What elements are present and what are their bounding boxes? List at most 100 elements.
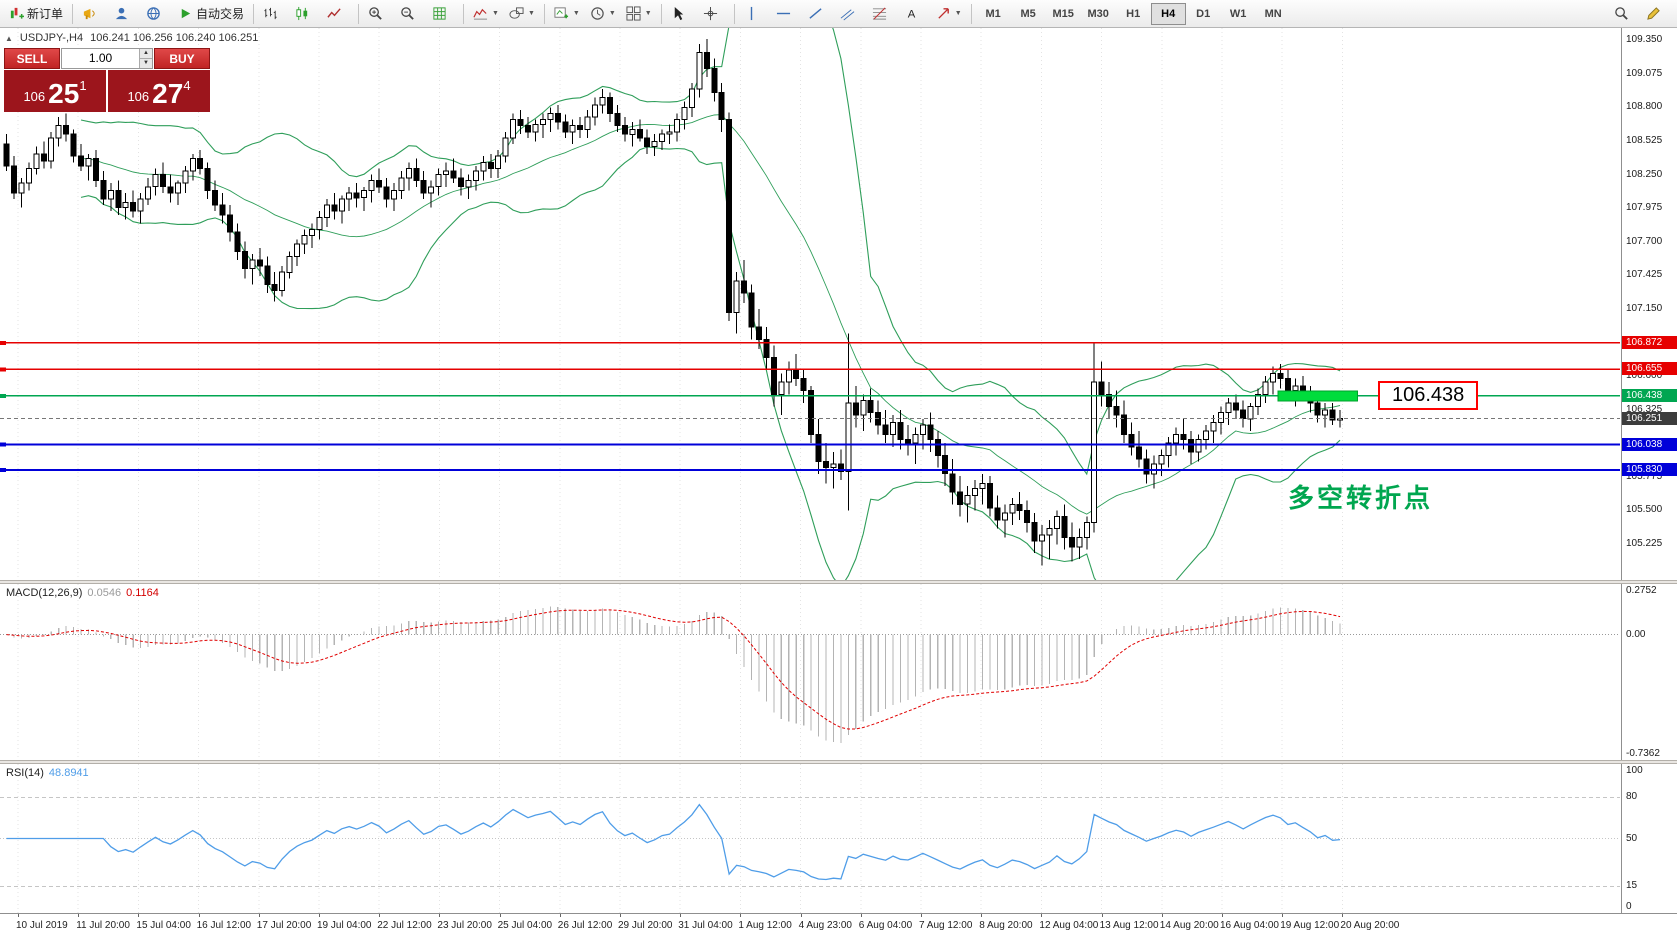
objects-button[interactable]: ▼	[504, 2, 540, 26]
timeframe-m15-button[interactable]: M15	[1052, 7, 1074, 20]
draw-button[interactable]	[1641, 2, 1673, 26]
buy-price-big: 27	[152, 78, 184, 109]
current-price-label: 106.251	[1622, 411, 1677, 425]
cursor-button[interactable]	[666, 2, 698, 26]
grid-button[interactable]	[427, 2, 459, 26]
macd-main-value: 0.0546	[87, 587, 122, 599]
time-tick-mark	[981, 914, 983, 917]
chevron-down-icon: ▼	[954, 10, 962, 17]
horizontal-line-button[interactable]	[771, 2, 803, 26]
price-callout[interactable]: 106.438	[1378, 380, 1479, 410]
price-tick: 107.975	[1626, 202, 1663, 214]
search-button[interactable]	[1609, 2, 1641, 26]
time-tick-mark	[439, 914, 441, 917]
timeframe-m5-button[interactable]: M5	[1020, 7, 1036, 20]
new-order-button[interactable]: 新订单	[4, 2, 68, 26]
time-tick-mark	[1101, 914, 1103, 917]
time-label: 12 Aug 04:00	[1039, 920, 1099, 931]
profiles-button[interactable]: ▼	[585, 2, 621, 26]
fibonacci-button[interactable]	[867, 2, 899, 26]
chevron-down-icon: ▼	[608, 10, 616, 17]
windows-button[interactable]: ▼	[621, 2, 657, 26]
bottom-filler	[0, 935, 1677, 950]
megaphone-button[interactable]	[77, 2, 109, 26]
autotrading-button[interactable]: 自动交易	[173, 2, 249, 26]
macd-tick: 0.00	[1626, 628, 1646, 640]
svg-text:A: A	[907, 8, 915, 20]
timeframe-w1-button[interactable]: W1	[1229, 7, 1247, 20]
time-tick-mark	[1041, 914, 1043, 917]
price-scale[interactable]: 109.350 109.075 108.800 108.525 108.250 107.9…	[1621, 28, 1677, 580]
text-button[interactable]: A	[899, 2, 931, 26]
time-tick-mark	[1282, 914, 1284, 917]
zoom-in-button[interactable]	[363, 2, 395, 26]
buy-button[interactable]: BUY	[154, 48, 210, 69]
price-tick: 106.600	[1626, 370, 1663, 382]
zoom-out-button[interactable]	[395, 2, 427, 26]
timeframe-mn-button[interactable]: MN	[1264, 7, 1282, 20]
timeframe-d1-button[interactable]: D1	[1196, 7, 1211, 20]
symbol-info: ▲ USDJPY-,H4 106.241 106.256 106.240 106…	[5, 32, 258, 44]
time-tick-mark	[1222, 914, 1223, 917]
vertical-line-button[interactable]	[739, 2, 771, 26]
time-tick-mark	[1342, 914, 1344, 917]
hline-price-label: 106.872	[1622, 335, 1677, 349]
symbol-name: USDJPY-,H4	[19, 32, 84, 44]
time-tick-mark	[860, 914, 862, 917]
rsi-label: RSI(14) 48.8941	[6, 767, 89, 779]
time-axis[interactable]: 10 Jul 2019 11 Jul 20:00 15 Jul 04:00 16 Ju…	[0, 913, 1677, 935]
panel-splitter[interactable]	[0, 580, 1677, 584]
new-chart-button[interactable]: ▼	[549, 2, 585, 26]
time-tick-mark	[138, 914, 140, 917]
market-button[interactable]	[141, 2, 173, 26]
sell-price-display[interactable]: 106 25 1	[4, 70, 106, 112]
macd-signal-value: 0.1164	[126, 587, 159, 599]
time-label: 1 Aug 12:00	[738, 920, 792, 931]
volume-value[interactable]: 1.00	[88, 51, 113, 65]
price-tick: 108.800	[1626, 101, 1663, 113]
bar-chart-button[interactable]	[258, 2, 290, 26]
community-button[interactable]	[109, 2, 141, 26]
indicators-button[interactable]: ▼	[468, 2, 504, 26]
pivot-annotation[interactable]: 多空转折点	[1288, 483, 1434, 514]
macd-chart[interactable]	[0, 584, 1620, 760]
channel-button[interactable]	[835, 2, 867, 26]
rsi-chart[interactable]	[0, 764, 1620, 913]
rsi-tick: 100	[1626, 765, 1643, 776]
price-tick: 107.425	[1626, 269, 1663, 281]
macd-panel[interactable]: 0.2752 0.00 -0.7362 MACD(12,26,9) 0.0546 0.1…	[0, 584, 1677, 760]
timeframe-h4-button[interactable]: H4	[1150, 2, 1186, 25]
timeframe-m30-button[interactable]: M30	[1087, 7, 1109, 20]
volume-input[interactable]: 1.00 ▲ ▼	[61, 48, 153, 69]
macd-tick: -0.7362	[1626, 748, 1660, 759]
arrows-button[interactable]: ▼	[931, 2, 967, 26]
sell-price-big: 25	[48, 78, 80, 109]
rsi-panel[interactable]: 100 80 50 15 0 RSI(14) 48.8941	[0, 764, 1677, 913]
volume-down-button[interactable]: ▼	[139, 58, 152, 68]
chevron-down-icon: ▼	[492, 10, 499, 17]
sell-button[interactable]: SELL	[4, 48, 60, 69]
line-chart-button[interactable]	[322, 2, 354, 26]
time-label: 25 Jul 04:00	[497, 920, 553, 931]
price-panel[interactable]: 109.350 109.075 108.800 108.525 108.250 107.9…	[0, 28, 1677, 580]
macd-name: MACD(12,26,9)	[6, 587, 83, 599]
candlestick-chart[interactable]	[0, 28, 1620, 580]
price-tick: 105.775	[1626, 470, 1663, 482]
buy-price-display[interactable]: 106 27 4	[108, 70, 210, 112]
crosshair-button[interactable]	[698, 2, 730, 26]
hline-price-label: 106.438	[1622, 388, 1677, 402]
price-tick: 108.250	[1626, 168, 1663, 180]
trade-panel-collapse-icon[interactable]: ▲	[5, 33, 13, 43]
time-label: 23 Jul 20:00	[437, 920, 492, 931]
time-label: 15 Jul 04:00	[136, 920, 191, 931]
price-tick: 109.075	[1626, 67, 1663, 79]
timeframe-h1-button[interactable]: H1	[1126, 7, 1141, 20]
timeframe-m1-button[interactable]: M1	[985, 7, 1001, 20]
volume-up-button[interactable]: ▲	[139, 49, 152, 58]
time-label: 17 Jul 20:00	[256, 920, 312, 931]
candlestick-chart-button[interactable]	[290, 2, 322, 26]
time-tick-mark	[499, 914, 501, 917]
trendline-button[interactable]	[803, 2, 835, 26]
chevron-down-icon: ▼	[572, 10, 580, 17]
panel-splitter[interactable]	[0, 760, 1677, 764]
